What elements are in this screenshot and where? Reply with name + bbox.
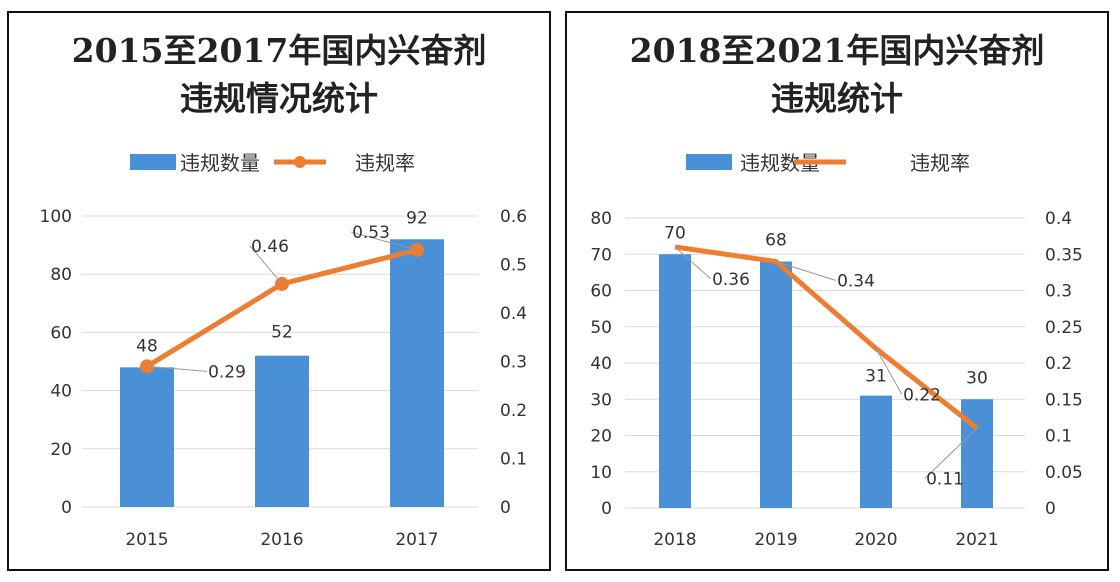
y-right-tick-label: 0.3	[1045, 282, 1072, 302]
y-left-tick-label: 30	[590, 390, 612, 410]
y-left-tick-label: 50	[590, 318, 612, 338]
bar	[659, 254, 691, 508]
bar-data-label: 52	[271, 323, 293, 343]
bar	[860, 395, 892, 508]
line-data-label: 0.29	[208, 362, 246, 382]
legend-bar-swatch	[130, 154, 176, 170]
y-right-tick-label: 0.1	[500, 450, 527, 470]
y-left-tick-label: 100	[40, 207, 72, 227]
x-tick-label: 2018	[653, 530, 696, 550]
x-tick-label: 2019	[754, 530, 797, 550]
y-right-tick-label: 0.15	[1045, 390, 1083, 410]
y-left-tick-label: 80	[50, 265, 72, 285]
legend-label: 违规率	[355, 151, 415, 175]
x-tick-label: 2015	[125, 530, 168, 550]
y-left-tick-label: 70	[590, 245, 612, 265]
y-right-tick-label: 0	[1045, 499, 1056, 519]
line-data-label: 0.22	[903, 386, 941, 406]
chart-title: 2018至2021年国内兴奋剂	[630, 31, 1045, 70]
leader-line	[875, 348, 903, 395]
bar-data-label: 68	[765, 231, 787, 251]
chart-title: 2015至2017年国内兴奋剂	[72, 31, 487, 70]
x-tick-label: 2020	[854, 530, 897, 550]
y-right-tick-label: 0.2	[1045, 354, 1072, 374]
line-marker	[410, 242, 424, 257]
chart-title: 违规情况统计	[180, 79, 378, 118]
bar	[120, 367, 174, 507]
bar-data-label: 31	[865, 367, 887, 387]
leader-line	[249, 245, 283, 285]
y-right-tick-label: 0.4	[500, 304, 527, 324]
y-right-tick-label: 0.4	[1045, 209, 1072, 229]
y-right-tick-label: 0.2	[500, 401, 527, 421]
legend-label: 违规数量	[180, 151, 260, 175]
bar	[255, 355, 309, 507]
leader-line	[350, 231, 418, 251]
y-left-tick-label: 60	[590, 282, 612, 302]
leader-line	[924, 427, 978, 479]
y-left-tick-label: 80	[590, 209, 612, 229]
bar	[390, 239, 444, 507]
legend-label: 违规率	[910, 151, 970, 175]
x-tick-label: 2016	[260, 530, 303, 550]
line-data-label: 0.36	[712, 270, 750, 290]
y-right-tick-label: 0.5	[500, 256, 527, 276]
y-left-tick-label: 20	[50, 440, 72, 460]
y-right-tick-label: 0.35	[1045, 245, 1083, 265]
bar-data-label: 92	[406, 208, 428, 228]
y-right-tick-label: 0.25	[1045, 318, 1083, 338]
bar-data-label: 70	[664, 223, 686, 243]
bar-data-label: 30	[966, 368, 988, 388]
bar-data-label: 48	[136, 336, 158, 356]
y-left-tick-label: 20	[590, 427, 612, 447]
x-tick-label: 2017	[395, 530, 438, 550]
line-data-label: 0.53	[352, 223, 390, 243]
leader-line	[775, 261, 837, 281]
bar	[760, 261, 792, 508]
line-data-label: 0.34	[837, 272, 875, 292]
line-data-label: 0.46	[251, 237, 289, 257]
bar	[961, 399, 993, 508]
leader-line	[146, 365, 208, 372]
y-left-tick-label: 40	[50, 382, 72, 402]
legend-bar-swatch	[686, 154, 732, 170]
y-right-tick-label: 0.1	[1045, 427, 1072, 447]
y-left-tick-label: 0	[61, 498, 72, 518]
chart-title: 违规统计	[771, 79, 903, 118]
leader-line	[674, 246, 712, 280]
x-tick-label: 2021	[955, 530, 998, 550]
y-right-tick-label: 0.6	[500, 207, 527, 227]
y-right-tick-label: 0.05	[1045, 463, 1083, 483]
line-data-label: 0.11	[926, 469, 964, 489]
y-left-tick-label: 10	[590, 463, 612, 483]
legend-marker	[294, 156, 306, 168]
y-right-tick-label: 0.3	[500, 353, 527, 373]
rate-line	[674, 244, 979, 431]
y-left-tick-label: 0	[601, 499, 612, 519]
y-right-tick-label: 0	[500, 498, 511, 518]
y-left-tick-label: 40	[590, 354, 612, 374]
y-left-tick-label: 60	[50, 323, 72, 343]
